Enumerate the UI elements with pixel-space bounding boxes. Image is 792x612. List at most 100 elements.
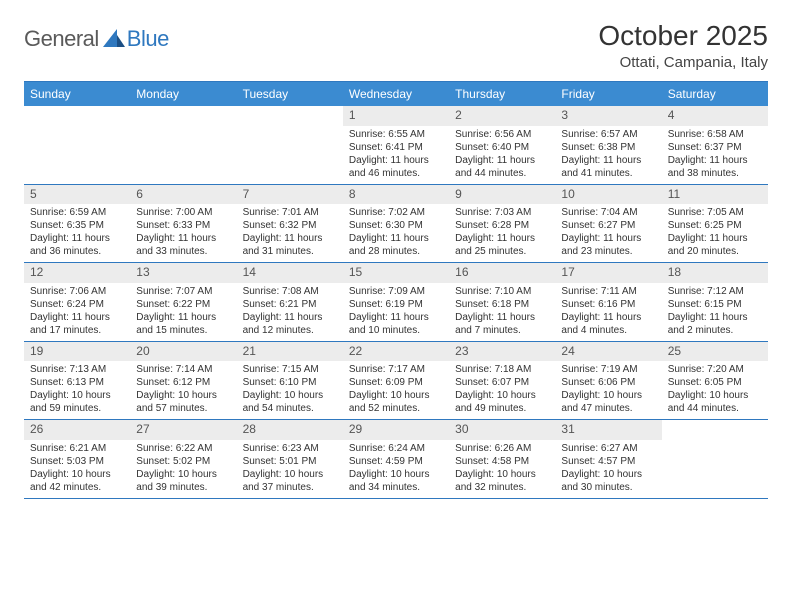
sunset-line: Sunset: 6:38 PM [561,141,655,154]
weekday-header: Saturday [662,82,768,106]
daylight-line-1: Daylight: 10 hours [136,389,230,402]
day-number: 14 [237,263,343,283]
calendar-cell: 21Sunrise: 7:15 AMSunset: 6:10 PMDayligh… [237,342,343,421]
day-number: 18 [662,263,768,283]
daylight-line-2: and 47 minutes. [561,402,655,415]
sunrise-line: Sunrise: 7:05 AM [668,206,762,219]
day-number: 2 [449,106,555,126]
day-info: Sunrise: 7:12 AMSunset: 6:15 PMDaylight:… [662,285,768,337]
daylight-line-1: Daylight: 10 hours [30,468,124,481]
day-info: Sunrise: 7:15 AMSunset: 6:10 PMDaylight:… [237,363,343,415]
sunset-line: Sunset: 6:25 PM [668,219,762,232]
day-number: 13 [130,263,236,283]
day-number: 20 [130,342,236,362]
calendar-cell: 2 Sunrise: 6:56 AMSunset: 6:40 PMDaylight… [449,106,555,185]
day-number: 6 [130,185,236,205]
logo-text-general: General [24,26,99,52]
logo-text-blue: Blue [127,26,169,52]
sunrise-line: Sunrise: 6:21 AM [30,442,124,455]
sunset-line: Sunset: 6:13 PM [30,376,124,389]
day-info: Sunrise: 7:03 AMSunset: 6:28 PMDaylight:… [449,206,555,258]
weekday-header: Wednesday [343,82,449,106]
sunrise-line: Sunrise: 6:55 AM [349,128,443,141]
day-info: Sunrise: 6:24 AMSunset: 4:59 PMDaylight:… [343,442,449,494]
daylight-line-1: Daylight: 10 hours [243,468,337,481]
day-info: Sunrise: 6:55 AMSunset: 6:41 PMDaylight:… [343,128,449,180]
day-number: 7 [237,185,343,205]
sunrise-line: Sunrise: 7:08 AM [243,285,337,298]
sunrise-line: Sunrise: 6:59 AM [30,206,124,219]
daylight-line-1: Daylight: 10 hours [455,468,549,481]
daylight-line-1: Daylight: 10 hours [136,468,230,481]
calendar-cell: 29Sunrise: 6:24 AMSunset: 4:59 PMDayligh… [343,420,449,499]
calendar-cell: 16Sunrise: 7:10 AMSunset: 6:18 PMDayligh… [449,263,555,342]
sunset-line: Sunset: 5:02 PM [136,455,230,468]
day-number: 29 [343,420,449,440]
daylight-line-1: Daylight: 11 hours [561,232,655,245]
day-number: 22 [343,342,449,362]
calendar-cell: 24Sunrise: 7:19 AMSunset: 6:06 PMDayligh… [555,342,661,421]
weekday-header: Monday [130,82,236,106]
daylight-line-2: and 30 minutes. [561,481,655,494]
day-info: Sunrise: 7:06 AMSunset: 6:24 PMDaylight:… [24,285,130,337]
daylight-line-1: Daylight: 11 hours [561,154,655,167]
day-number: 1 [343,106,449,126]
weekday-header: Friday [555,82,661,106]
logo-mark-icon [103,29,125,47]
daylight-line-2: and 33 minutes. [136,245,230,258]
day-info: Sunrise: 7:00 AMSunset: 6:33 PMDaylight:… [130,206,236,258]
day-info: Sunrise: 7:05 AMSunset: 6:25 PMDaylight:… [662,206,768,258]
calendar-cell-empty [130,106,236,185]
daylight-line-2: and 2 minutes. [668,324,762,337]
daylight-line-1: Daylight: 11 hours [668,232,762,245]
sunset-line: Sunset: 6:10 PM [243,376,337,389]
calendar-cell: 12Sunrise: 7:06 AMSunset: 6:24 PMDayligh… [24,263,130,342]
sunrise-line: Sunrise: 7:04 AM [561,206,655,219]
sunset-line: Sunset: 5:03 PM [30,455,124,468]
page-subtitle: Ottati, Campania, Italy [598,54,768,71]
daylight-line-2: and 31 minutes. [243,245,337,258]
daylight-line-2: and 10 minutes. [349,324,443,337]
calendar-cell: 8Sunrise: 7:02 AMSunset: 6:30 PMDaylight… [343,185,449,264]
daylight-line-1: Daylight: 11 hours [561,311,655,324]
sunset-line: Sunset: 6:28 PM [455,219,549,232]
day-number: 26 [24,420,130,440]
daylight-line-2: and 38 minutes. [668,167,762,180]
day-info: Sunrise: 6:21 AMSunset: 5:03 PMDaylight:… [24,442,130,494]
daylight-line-1: Daylight: 11 hours [668,311,762,324]
calendar-cell: 7Sunrise: 7:01 AMSunset: 6:32 PMDaylight… [237,185,343,264]
day-info: Sunrise: 7:11 AMSunset: 6:16 PMDaylight:… [555,285,661,337]
day-info: Sunrise: 7:07 AMSunset: 6:22 PMDaylight:… [130,285,236,337]
sunrise-line: Sunrise: 7:00 AM [136,206,230,219]
sunrise-line: Sunrise: 6:56 AM [455,128,549,141]
day-info: Sunrise: 6:57 AMSunset: 6:38 PMDaylight:… [555,128,661,180]
calendar-cell-empty [662,420,768,499]
day-info: Sunrise: 7:02 AMSunset: 6:30 PMDaylight:… [343,206,449,258]
daylight-line-2: and 37 minutes. [243,481,337,494]
sunset-line: Sunset: 6:15 PM [668,298,762,311]
calendar-cell: 14Sunrise: 7:08 AMSunset: 6:21 PMDayligh… [237,263,343,342]
daylight-line-1: Daylight: 11 hours [349,232,443,245]
sunrise-line: Sunrise: 6:23 AM [243,442,337,455]
daylight-line-2: and 32 minutes. [455,481,549,494]
daylight-line-1: Daylight: 11 hours [455,154,549,167]
sunset-line: Sunset: 4:58 PM [455,455,549,468]
calendar-cell: 30Sunrise: 6:26 AMSunset: 4:58 PMDayligh… [449,420,555,499]
daylight-line-1: Daylight: 10 hours [455,389,549,402]
sunset-line: Sunset: 6:40 PM [455,141,549,154]
sunrise-line: Sunrise: 7:01 AM [243,206,337,219]
calendar-cell: 23Sunrise: 7:18 AMSunset: 6:07 PMDayligh… [449,342,555,421]
day-number: 15 [343,263,449,283]
day-info: Sunrise: 7:10 AMSunset: 6:18 PMDaylight:… [449,285,555,337]
calendar-cell: 4Sunrise: 6:58 AMSunset: 6:37 PMDaylight… [662,106,768,185]
day-number: 28 [237,420,343,440]
sunset-line: Sunset: 6:41 PM [349,141,443,154]
sunrise-line: Sunrise: 7:19 AM [561,363,655,376]
sunrise-line: Sunrise: 6:22 AM [136,442,230,455]
weekday-header: Thursday [449,82,555,106]
daylight-line-2: and 23 minutes. [561,245,655,258]
day-number: 16 [449,263,555,283]
calendar-cell: 27Sunrise: 6:22 AMSunset: 5:02 PMDayligh… [130,420,236,499]
daylight-line-2: and 17 minutes. [30,324,124,337]
day-info: Sunrise: 7:20 AMSunset: 6:05 PMDaylight:… [662,363,768,415]
